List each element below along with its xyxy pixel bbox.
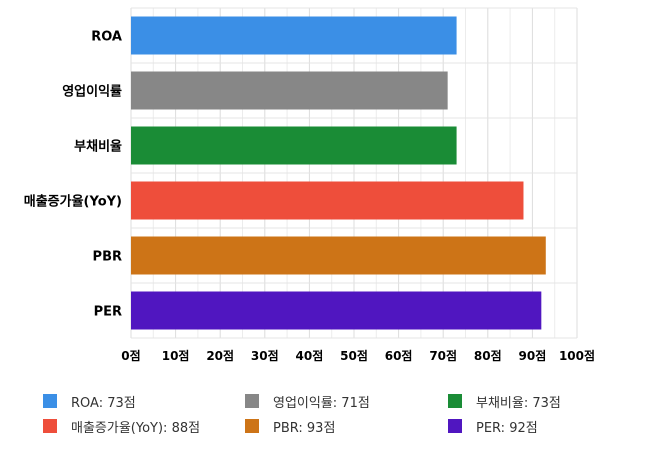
legend-label: PER: 92점: [476, 420, 538, 436]
legend-label: 영업이익률: 71점: [273, 395, 370, 411]
legend-swatch: [245, 419, 259, 433]
bar: [131, 71, 448, 110]
legend-swatch: [245, 394, 259, 408]
x-tick-label: 70점: [429, 348, 457, 363]
category-label: PER: [94, 305, 122, 320]
bar: [131, 181, 524, 220]
category-label: 매출증가율(YoY): [24, 194, 122, 210]
bar: [131, 236, 546, 275]
x-tick-labels: 0점 10점 20점 30점 40점 50점 60점 70점 80점 90점 100점: [121, 348, 595, 363]
legend-entry: PBR: 93점: [245, 417, 336, 436]
x-tick-label: 80점: [474, 348, 502, 363]
x-tick-label: 20점: [206, 348, 234, 363]
legend-entry: 부채비율: 73점: [448, 392, 561, 411]
legend-swatch: [448, 394, 462, 408]
x-tick-label: 30점: [251, 348, 279, 363]
x-tick-label: 100점: [559, 348, 595, 363]
legend-entry: 매출증가율(YoY): 88점: [43, 417, 201, 436]
category-label: ROA: [91, 30, 122, 45]
category-label: 영업이익률: [62, 84, 122, 100]
x-tick-label: 60점: [385, 348, 413, 363]
x-tick-label: 50점: [340, 348, 368, 363]
bar: [131, 291, 542, 330]
legend-entry: ROA: 73점: [43, 392, 136, 411]
legend-entry: PER: 92점: [448, 417, 538, 436]
legend-label: 부채비율: 73점: [476, 395, 561, 411]
legend-swatch: [43, 394, 57, 408]
legend-label: 매출증가율(YoY): 88점: [71, 420, 201, 436]
legend-swatch: [448, 419, 462, 433]
x-tick-label: 90점: [519, 348, 547, 363]
x-tick-label: 10점: [162, 348, 190, 363]
legend-entry: 영업이익률: 71점: [245, 392, 370, 411]
legend-label: PBR: 93점: [273, 420, 336, 436]
bars: [131, 16, 546, 330]
category-label: 부채비율: [74, 139, 122, 155]
x-tick-label: 40점: [296, 348, 324, 363]
category-label: PBR: [93, 250, 122, 265]
bar: [131, 16, 457, 55]
legend-swatch: [43, 419, 57, 433]
bar: [131, 126, 457, 165]
legend-label: ROA: 73점: [71, 395, 136, 411]
x-tick-label: 0점: [121, 348, 140, 363]
grid-lines: [130, 7, 578, 339]
